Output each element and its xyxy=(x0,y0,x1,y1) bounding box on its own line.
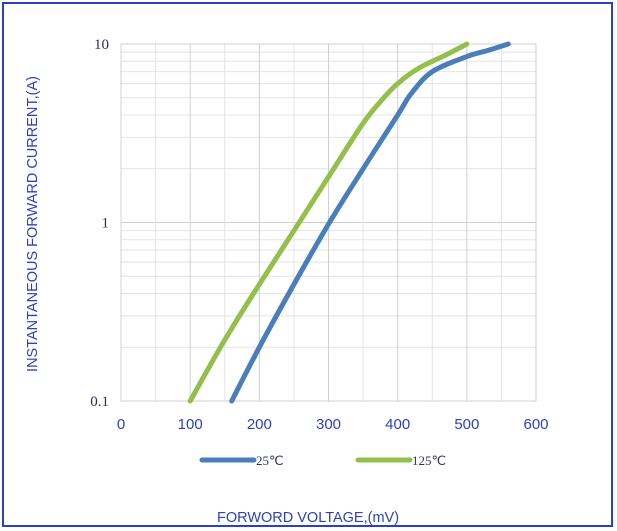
x-tick-label: 600 xyxy=(523,416,548,433)
y-tick-labels: 0.1 1 10 xyxy=(90,37,109,410)
legend-label: 125℃ xyxy=(412,453,446,468)
x-tick-label: 200 xyxy=(247,416,272,433)
x-axis-title: FORWORD VOLTAGE,(mV) xyxy=(217,510,399,526)
x-tick-label: 500 xyxy=(454,416,479,433)
y-tick-label: 0.1 xyxy=(90,394,109,410)
y-tick-label: 1 xyxy=(102,216,110,232)
legend: 25℃ 125℃ xyxy=(199,453,446,468)
series-line-25c xyxy=(229,41,511,404)
y-axis-title: INSTANTANEOUS FORWARD CURRENT,(A) xyxy=(25,76,41,372)
legend-label: 25℃ xyxy=(256,453,284,468)
x-tick-label: 400 xyxy=(385,416,410,433)
x-tick-label: 300 xyxy=(316,416,341,433)
grid xyxy=(120,43,537,402)
x-tick-labels: 0 100 200 300 400 500 600 xyxy=(117,416,549,433)
x-tick-label: 100 xyxy=(178,416,203,433)
x-tick-label: 0 xyxy=(117,416,125,433)
series-line-125c xyxy=(187,41,470,404)
series-layer xyxy=(187,41,511,404)
y-tick-label: 10 xyxy=(94,37,109,53)
plot-area-border xyxy=(120,43,537,402)
